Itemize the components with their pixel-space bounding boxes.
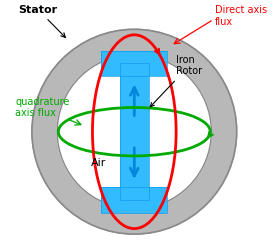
Text: Stator: Stator	[19, 5, 65, 37]
Text: Direct axis
flux: Direct axis flux	[215, 5, 267, 27]
FancyBboxPatch shape	[101, 187, 167, 213]
FancyBboxPatch shape	[120, 63, 148, 200]
Circle shape	[32, 29, 237, 234]
Text: quadrature
axis flux: quadrature axis flux	[15, 97, 70, 118]
FancyBboxPatch shape	[101, 51, 167, 76]
Circle shape	[57, 55, 211, 209]
Bar	[101, 187, 167, 213]
Bar	[101, 51, 167, 76]
Text: Air: Air	[91, 157, 107, 168]
Text: Iron
Rotor: Iron Rotor	[150, 55, 202, 107]
Bar	[120, 63, 148, 200]
